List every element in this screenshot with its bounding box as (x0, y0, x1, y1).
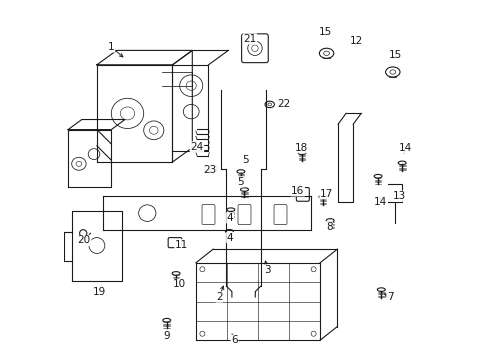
Text: 19: 19 (93, 287, 106, 297)
Text: 22: 22 (276, 99, 289, 109)
Text: 13: 13 (392, 191, 405, 201)
Text: 16: 16 (290, 186, 304, 196)
Text: 6: 6 (231, 335, 237, 345)
Text: 2: 2 (216, 292, 222, 302)
Text: 15: 15 (318, 27, 331, 37)
Text: 12: 12 (349, 36, 362, 46)
Text: 14: 14 (398, 143, 411, 153)
Text: 3: 3 (264, 265, 271, 275)
Text: 11: 11 (175, 240, 188, 250)
Text: 17: 17 (319, 189, 332, 199)
Text: 23: 23 (203, 165, 217, 175)
Text: 20: 20 (78, 235, 91, 246)
Text: 4: 4 (226, 233, 233, 243)
Text: 8: 8 (325, 222, 332, 232)
Text: 14: 14 (373, 197, 386, 207)
Text: 5: 5 (237, 177, 244, 187)
Text: 18: 18 (294, 143, 307, 153)
Text: 4: 4 (226, 213, 233, 223)
Text: 15: 15 (388, 50, 402, 60)
Text: 7: 7 (386, 292, 393, 302)
Text: 9: 9 (163, 330, 170, 341)
Text: 24: 24 (190, 142, 203, 152)
Text: 21: 21 (243, 34, 256, 44)
Text: 5: 5 (242, 155, 248, 165)
Text: 10: 10 (173, 279, 186, 289)
Text: 1: 1 (108, 42, 114, 52)
